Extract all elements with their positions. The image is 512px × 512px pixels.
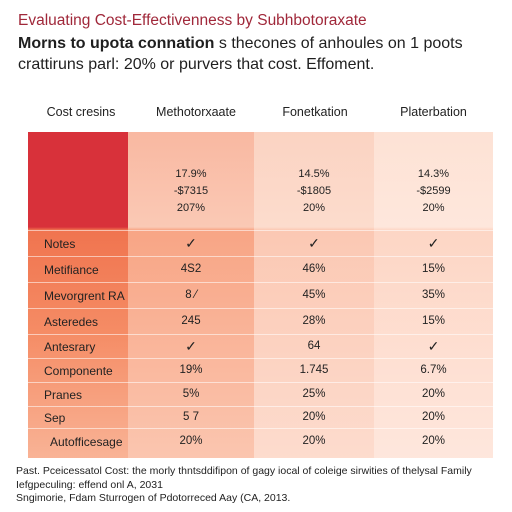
row-label: Mevorgrent RA [44,289,125,303]
summary-cell-2: 14.5% -$1805 20% [254,166,374,217]
table-row: Asteredes 245 28% 15% [28,311,493,335]
header-methotrexate: Methotorxaate [156,105,236,119]
row-label: Autofficesage [50,435,123,449]
summary-2-pct: 14.5% [298,168,330,180]
row-divider [28,256,493,257]
check-icon: ✓ [308,235,320,251]
table-cell: 20% [421,411,446,423]
table-cell: 19% [179,364,203,376]
table-cell: 6.7% [420,364,447,376]
summary-cell-1: 17.9% -$7315 207% [128,166,254,217]
row-divider [28,428,493,429]
row-label: Sep [44,411,66,425]
document-subtitle: Morns to upota connation s thecones of a… [18,33,508,75]
table-cell: 4S2 [180,263,202,275]
column-band-labels [28,132,128,458]
table-cell: 28% [302,315,326,327]
summary-2-cost: -$1805 [296,185,332,197]
table-cell: 20% [421,435,446,447]
table-cell: 15% [421,315,446,327]
summary-1-cost: -$7315 [173,185,209,197]
row-label: Pranes [44,388,83,402]
table-cell: 25% [302,388,326,400]
table-row: Sep 5 7 20% 20% [28,407,493,431]
document-title: Evaluating Cost-Effectivenness by Subhbo… [18,12,367,29]
footnote-line-2: Iefgpeculing: effend onl A, 2031 [16,478,163,491]
check-icon: ✓ [427,338,440,354]
summary-1-share: 207% [176,202,206,214]
table-row: Antesrary ✓ 64 ✓ [28,336,493,360]
table-cell: 45% [302,289,326,301]
summary-1-pct: 17.9% [175,168,207,180]
summary-3-share: 20% [422,202,445,214]
table-row: Componente 19% 1.745 6.7% [28,360,493,384]
row-label: Metifiance [44,263,99,277]
table-row: Metifiance 4S2 46% 15% [28,259,493,283]
row-divider [28,358,493,359]
summary-3-cost: -$2599 [416,185,451,197]
table-cell: 46% [302,263,326,275]
check-icon: ✓ [427,235,440,251]
table-row: Notes ✓ ✓ ✓ [28,233,493,257]
table-row-footer: Autofficesage 20% 20% 20% [28,431,493,455]
table-cell: 245 [181,315,201,327]
table-cell: 15% [421,263,446,275]
row-label: Notes [44,237,76,251]
table-cell: 5 7 [183,411,199,423]
summary-2-share: 20% [302,202,326,214]
footnote-line-1: Past. Pceicessatol Cost: the morly thnts… [16,465,472,477]
table-cell: 20% [179,435,203,447]
row-divider [28,282,493,283]
column-band-1 [128,132,254,458]
row-label: Antesrary [44,340,96,354]
column-band-2 [254,132,374,458]
table-cell: 8 ⁄ [185,289,197,301]
header-fonetkation: Fonetkation [282,105,348,119]
cost-table: Cost cresins Methotorxaate Fonetkation P… [28,92,493,458]
check-icon: ✓ [185,235,197,251]
subtitle-bold: Morns to upota connation [18,35,215,52]
row-label: Asteredes [44,315,99,329]
table-cell: 35% [421,289,446,301]
table-header-row: Cost cresins Methotorxaate Fonetkation P… [28,92,493,133]
header-platerbation: Platerbation [400,105,467,119]
footnote-line-3: Sngimorie, Fdam Sturrogen of Pdotorreced… [16,492,291,504]
table-cell: 1.745 [299,364,329,376]
subtitle-line2: crattiruns parl: 20% or purvers that cos… [18,56,375,73]
subtitle-line1-rest: s thecones of anhoules on 1 poots [214,35,463,52]
header-cost: Cost cresins [46,105,116,119]
table-cell: 20% [302,435,326,447]
table-cell: 5% [182,388,200,400]
summary-3-pct: 14.3% [417,168,450,180]
row-label: Componente [44,364,113,378]
table-row: Mevorgrent RA 8 ⁄ 45% 35% [28,285,493,309]
row-divider [28,230,493,231]
row-divider [28,406,493,407]
row-divider [28,308,493,309]
table-cell: 20% [302,411,326,423]
check-icon: ✓ [185,338,197,354]
row-divider [28,382,493,383]
column-band-3 [374,132,493,458]
table-cell: 64 [307,340,321,352]
footnote: Past. Pceicessatol Cost: the morly thnts… [16,465,496,506]
row-divider [28,334,493,335]
summary-cell-3: 14.3% -$2599 20% [374,166,493,217]
table-cell: 20% [421,388,446,400]
table-row: Pranes 5% 25% 20% [28,384,493,408]
